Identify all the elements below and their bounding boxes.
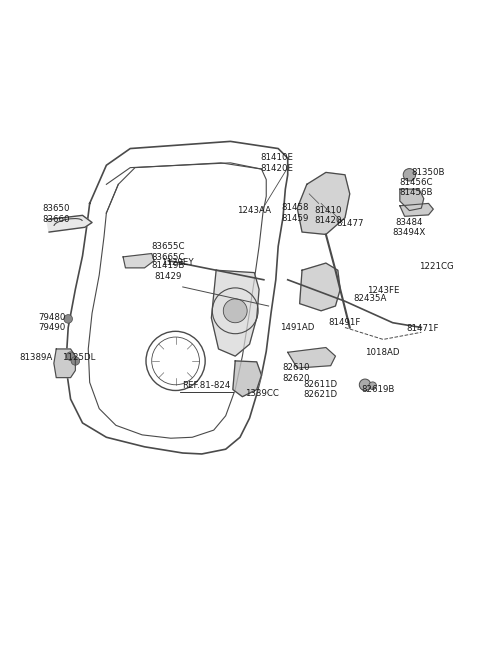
Circle shape <box>71 356 80 365</box>
Text: 79480
79490: 79480 79490 <box>38 313 65 333</box>
Text: 82611D
82621D: 82611D 82621D <box>303 380 337 400</box>
Text: 81456C
81456B: 81456C 81456B <box>400 178 433 197</box>
Text: 81491F: 81491F <box>329 318 361 328</box>
Circle shape <box>360 379 371 390</box>
Circle shape <box>64 314 72 323</box>
Polygon shape <box>297 172 350 234</box>
Polygon shape <box>400 204 433 216</box>
Circle shape <box>66 352 75 360</box>
Text: 81471F: 81471F <box>406 324 439 333</box>
Text: 81419B
81429: 81419B 81429 <box>152 261 185 281</box>
Text: 81458
81459: 81458 81459 <box>281 203 309 223</box>
Polygon shape <box>400 189 424 210</box>
Polygon shape <box>54 349 75 378</box>
Text: 1491AD: 1491AD <box>280 323 314 332</box>
Text: 82435A: 82435A <box>353 294 386 303</box>
Text: 81410E
81420E: 81410E 81420E <box>261 153 294 172</box>
Text: 81410
81420: 81410 81420 <box>314 206 342 225</box>
Text: 81350B: 81350B <box>412 168 445 177</box>
Circle shape <box>403 168 416 181</box>
Polygon shape <box>211 271 259 356</box>
Text: 1125DL: 1125DL <box>62 352 96 362</box>
Polygon shape <box>233 361 262 397</box>
Text: 1339CC: 1339CC <box>244 389 278 398</box>
Polygon shape <box>300 263 340 310</box>
Text: 1221CG: 1221CG <box>419 263 454 271</box>
Text: 83650
83660: 83650 83660 <box>43 204 70 223</box>
Polygon shape <box>47 215 92 232</box>
Text: 1243AA: 1243AA <box>237 206 271 215</box>
Text: 81389A: 81389A <box>19 352 52 362</box>
Circle shape <box>223 299 247 323</box>
Text: 1018AD: 1018AD <box>365 348 399 357</box>
Text: 83655C
83665C: 83655C 83665C <box>152 242 185 262</box>
Polygon shape <box>123 253 154 268</box>
Text: 1243FE: 1243FE <box>367 286 399 295</box>
Polygon shape <box>288 348 336 368</box>
Text: 81477: 81477 <box>336 219 363 228</box>
Text: 83484
83494X: 83484 83494X <box>393 217 426 237</box>
Text: 1129EY: 1129EY <box>161 258 193 267</box>
Text: REF.81-824: REF.81-824 <box>182 381 231 390</box>
Text: 82619B: 82619B <box>362 385 395 394</box>
Circle shape <box>369 382 376 390</box>
Text: 82610
82620: 82610 82620 <box>283 363 310 383</box>
